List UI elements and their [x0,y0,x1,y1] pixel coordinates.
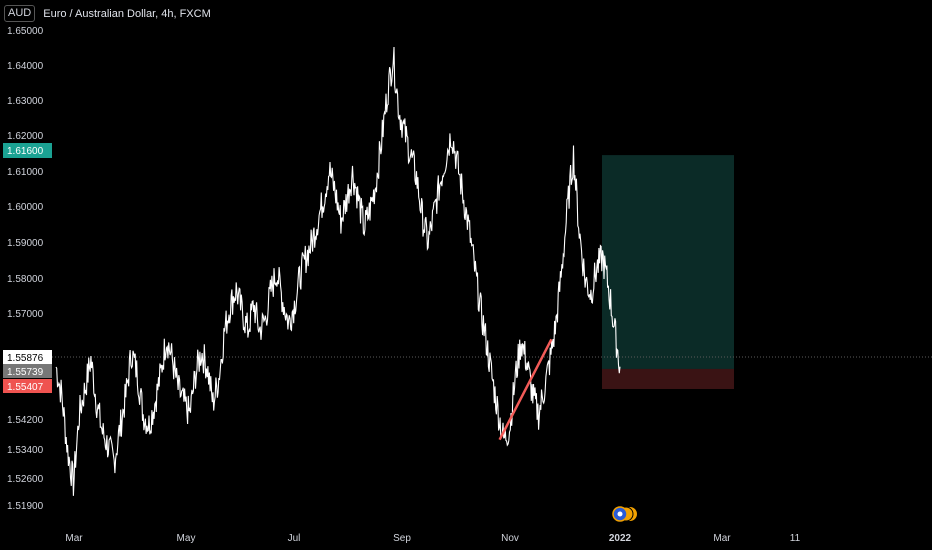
y-tick: 1.65000 [7,26,44,37]
target-price-label: 1.61600 [3,143,52,158]
x-tick: May [177,533,196,544]
entry-price-label: 1.55739 [3,364,52,378]
y-tick: 1.53400 [7,445,44,456]
y-tick: 1.60000 [7,202,44,213]
y-tick: 1.64000 [7,61,44,72]
x-tick: Sep [393,533,411,544]
price-series-line [55,46,621,496]
last-price-label: 1.55876 [3,350,52,364]
last-price-text: 1.55876 [7,353,44,364]
y-tick: 1.63000 [7,96,44,107]
y-tick: 1.62000 [7,131,44,142]
entry-price-text: 1.55739 [7,367,44,378]
currency-badge[interactable]: AUD [4,5,36,22]
x-tick: 2022 [609,533,632,544]
trendline[interactable] [498,338,553,441]
symbol-title: Euro / Australian Dollar, 4h, FXCM [43,7,211,20]
y-tick: 1.59000 [7,238,44,249]
y-tick: 1.54200 [7,415,44,426]
y-tick: 1.58000 [7,274,44,285]
x-tick: Mar [65,533,83,544]
y-tick: 1.57000 [7,309,44,320]
x-tick: Jul [288,533,301,544]
x-axis: Mar May Jul Sep Nov 2022 Mar 11 [65,533,800,544]
y-tick: 1.61000 [7,167,44,178]
x-tick: Nov [501,533,519,544]
position-zones [602,155,734,389]
target-price-text: 1.61600 [7,146,44,157]
x-tick: Mar [713,533,731,544]
y-tick: 1.51900 [7,501,44,512]
y-axis: 1.65000 1.64000 1.63000 1.62000 1.61000 … [7,26,44,512]
events-icon[interactable] [612,506,637,522]
x-tick: 11 [790,533,801,544]
stop-price-label: 1.55407 [3,379,52,393]
y-tick: 1.52600 [7,474,44,485]
stop-price-text: 1.55407 [7,382,44,393]
stop-zone[interactable] [602,368,734,389]
chart-header: AUD Euro / Australian Dollar, 4h, FXCM [4,5,211,22]
target-zone[interactable] [602,155,734,369]
